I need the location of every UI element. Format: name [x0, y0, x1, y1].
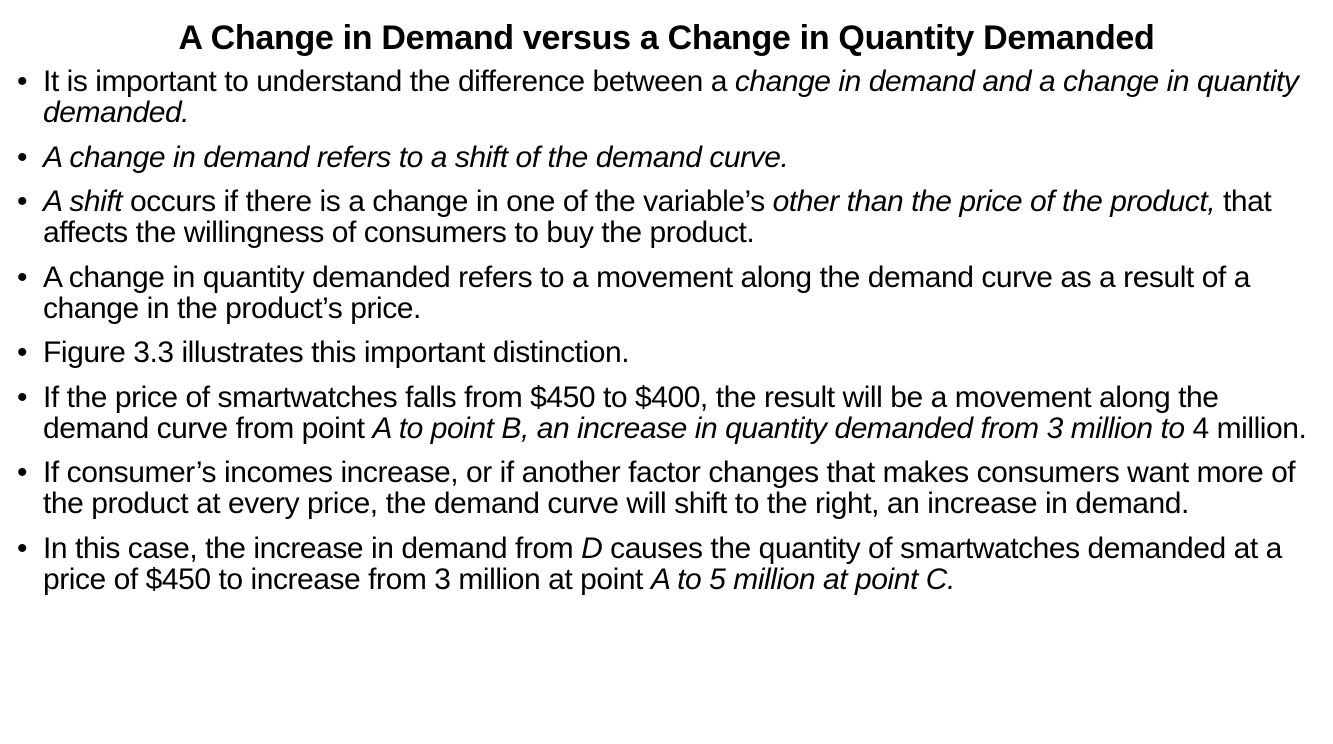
bullet-text: If the price of smartwatches falls from … [43, 380, 1219, 445]
bullet-dot-icon: • [17, 336, 28, 369]
bullet-item: • It is important to understand the diffe… [14, 66, 1314, 128]
bullet-item: • In this case, the increase in demand fr… [14, 533, 1314, 595]
bullet-text: occurs if there is a change in one of th… [122, 185, 773, 218]
bullet-dot-icon: • [17, 531, 28, 565]
bullet-text: Figure 3.3 illustrates this important di… [43, 336, 630, 369]
bullet-text: If consumer’s incomes increase, or if an… [43, 456, 1296, 520]
bullet-text: It is important to understand the differ… [43, 65, 735, 98]
bullet-text-italic: change in demand and a change in quantit… [43, 65, 1299, 129]
bullet-text-italic: A to 5 million at point C. [650, 562, 955, 596]
bullet-text-italic: A shift [43, 185, 123, 218]
bullet-dot-icon: • [17, 260, 28, 294]
bullet-item: • If the price of smartwatches falls from… [14, 382, 1314, 444]
bullet-item: • If consumer’s incomes increase, or if a… [14, 457, 1314, 519]
bullet-dot-icon: • [17, 380, 28, 414]
bullet-item: • Figure 3.3 illustrates this important d… [14, 337, 1314, 368]
bullet-item: • A change in demand refers to a shift of… [14, 142, 1314, 173]
bullet-item: • A shift occurs if there is a change in … [14, 186, 1314, 248]
bullet-dot-icon: • [17, 185, 28, 218]
bullet-text-italic: A to point B, an increase in quantity de… [372, 411, 1193, 445]
bullet-text-italic: D [581, 531, 603, 565]
slide-title: A Change in Demand versus a Change in Qu… [178, 19, 1155, 57]
bullet-text-italic: A change in demand refers to a shift of … [43, 140, 789, 174]
bullet-dot-icon: • [17, 456, 28, 489]
bullet-item: • A change in quantity demanded refers to… [14, 262, 1314, 324]
bullet-text: 4 million. [1192, 411, 1307, 445]
bullet-list: • It is important to understand the diffe… [14, 66, 1314, 608]
bullet-text: causes the quantity of smartwatches dema… [43, 531, 1282, 596]
bullet-dot-icon: • [17, 65, 28, 98]
bullet-text: that affects the willingness of consumer… [43, 185, 1272, 249]
bullet-text-italic: other than the price of the product, [772, 185, 1216, 218]
bullet-text: A change in quantity demanded refers to … [43, 260, 1250, 325]
bullet-text: In this case, the increase in demand fro… [43, 531, 582, 565]
bullet-dot-icon: • [17, 140, 28, 174]
